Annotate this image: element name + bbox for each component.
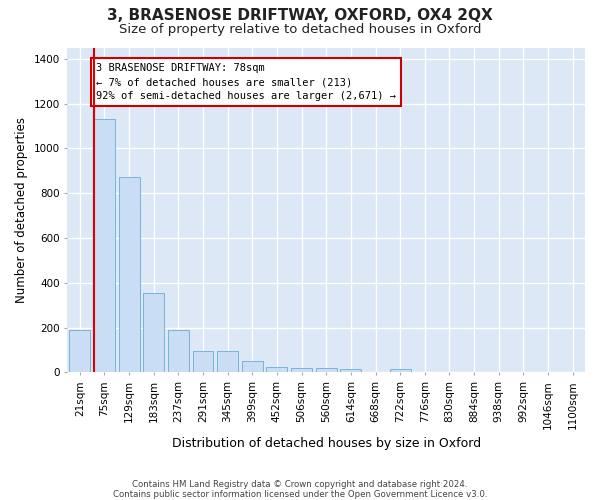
Bar — [69, 330, 90, 372]
Bar — [340, 369, 361, 372]
Bar — [217, 351, 238, 372]
Y-axis label: Number of detached properties: Number of detached properties — [15, 117, 28, 303]
Text: 3 BRASENOSE DRIFTWAY: 78sqm
← 7% of detached houses are smaller (213)
92% of sem: 3 BRASENOSE DRIFTWAY: 78sqm ← 7% of deta… — [96, 63, 396, 101]
Bar — [242, 361, 263, 372]
Text: Contains HM Land Registry data © Crown copyright and database right 2024.
Contai: Contains HM Land Registry data © Crown c… — [113, 480, 487, 499]
Bar — [119, 178, 140, 372]
Bar — [389, 369, 410, 372]
Text: Size of property relative to detached houses in Oxford: Size of property relative to detached ho… — [119, 22, 481, 36]
Bar — [168, 330, 189, 372]
Bar — [94, 119, 115, 372]
X-axis label: Distribution of detached houses by size in Oxford: Distribution of detached houses by size … — [172, 437, 481, 450]
Bar — [316, 368, 337, 372]
Bar — [291, 368, 312, 372]
Text: 3, BRASENOSE DRIFTWAY, OXFORD, OX4 2QX: 3, BRASENOSE DRIFTWAY, OXFORD, OX4 2QX — [107, 8, 493, 22]
Bar — [193, 351, 214, 372]
Bar — [143, 293, 164, 372]
Bar — [266, 367, 287, 372]
